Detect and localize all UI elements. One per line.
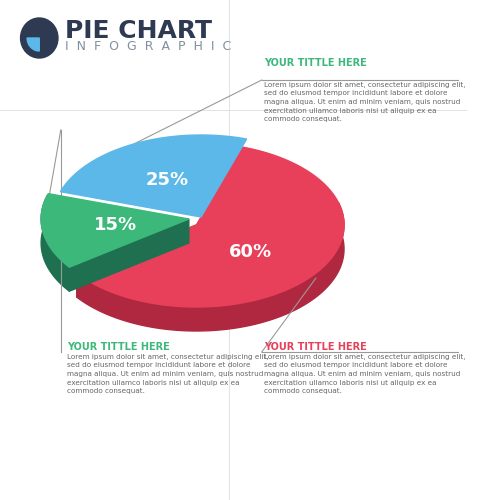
Text: I  N  F  O  G  R  A  P  H  I  C: I N F O G R A P H I C — [64, 40, 231, 52]
Polygon shape — [77, 203, 344, 331]
Polygon shape — [70, 219, 189, 291]
Text: 15%: 15% — [94, 216, 138, 234]
Circle shape — [20, 18, 58, 58]
Polygon shape — [77, 147, 344, 307]
Text: PIE CHART: PIE CHART — [64, 19, 212, 43]
Text: 25%: 25% — [146, 172, 189, 190]
Text: Lorem ipsum dolor sit amet, consectetur adipiscing elit,
sed do eiusmod tempor i: Lorem ipsum dolor sit amet, consectetur … — [68, 354, 269, 394]
Polygon shape — [27, 38, 40, 51]
Polygon shape — [60, 135, 246, 217]
Text: Lorem ipsum dolor sit amet, consectetur adipiscing elit,
sed do eiusmod tempor i: Lorem ipsum dolor sit amet, consectetur … — [264, 354, 465, 394]
Text: Lorem ipsum dolor sit amet, consectetur adipiscing elit,
sed do eiusmod tempor i: Lorem ipsum dolor sit amet, consectetur … — [264, 82, 465, 122]
Polygon shape — [41, 194, 189, 267]
Text: YOUR TITTLE HERE: YOUR TITTLE HERE — [264, 342, 366, 352]
Polygon shape — [77, 225, 196, 297]
Text: YOUR TITTLE HERE: YOUR TITTLE HERE — [68, 342, 170, 352]
Polygon shape — [41, 195, 70, 291]
Text: 60%: 60% — [228, 242, 272, 260]
Text: YOUR TITTLE HERE: YOUR TITTLE HERE — [264, 58, 366, 68]
